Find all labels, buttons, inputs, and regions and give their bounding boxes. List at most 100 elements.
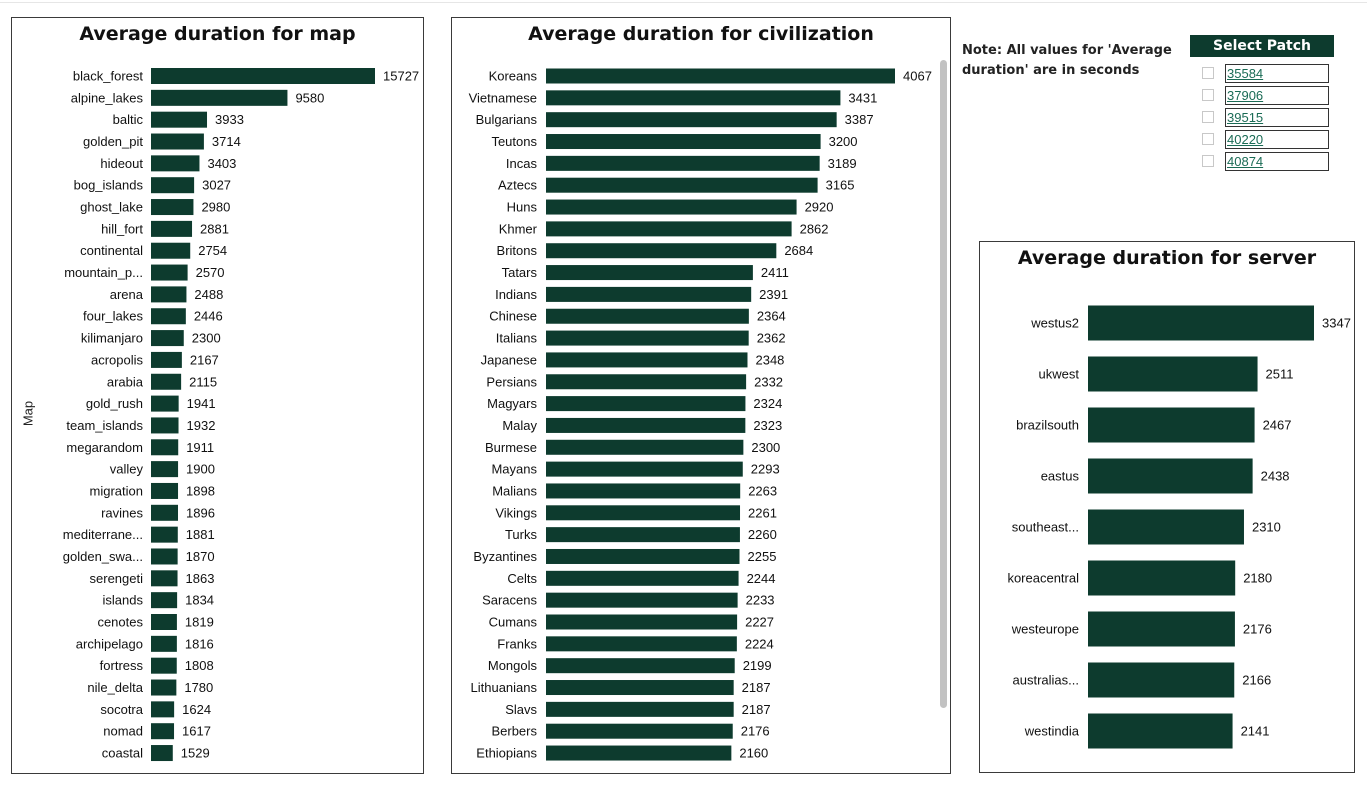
bar[interactable] [546, 723, 733, 739]
bar[interactable] [546, 396, 746, 412]
bar[interactable] [151, 330, 184, 347]
bar[interactable] [546, 658, 735, 674]
bar[interactable] [151, 133, 204, 150]
bar[interactable] [546, 134, 821, 150]
checkbox[interactable] [1202, 155, 1214, 167]
bar[interactable] [151, 723, 175, 740]
bar[interactable] [151, 373, 182, 390]
bar[interactable] [546, 483, 741, 499]
bar[interactable] [151, 177, 195, 194]
bar[interactable] [546, 417, 746, 433]
bar[interactable] [546, 68, 895, 84]
bar[interactable] [151, 111, 208, 128]
bar[interactable] [151, 199, 194, 216]
data-label: 2862 [800, 221, 829, 236]
bar[interactable] [546, 265, 753, 281]
bar[interactable] [151, 526, 178, 543]
bar[interactable] [151, 745, 173, 762]
bar[interactable] [151, 439, 179, 456]
bar[interactable] [546, 221, 792, 237]
bar[interactable] [1088, 662, 1235, 698]
bar[interactable] [151, 308, 186, 325]
checkbox[interactable] [1202, 133, 1214, 145]
bar[interactable] [546, 614, 738, 630]
bar[interactable] [546, 330, 749, 346]
bar[interactable] [1088, 305, 1314, 341]
bar[interactable] [546, 286, 752, 302]
data-label: 1624 [182, 702, 211, 717]
server-chart-panel[interactable]: Average duration for server westus2 3347 u… [979, 241, 1355, 773]
checkbox[interactable] [1202, 89, 1214, 101]
bar[interactable] [1088, 509, 1244, 545]
bar[interactable] [546, 90, 841, 106]
bar[interactable] [546, 112, 837, 128]
slicer-option-label[interactable]: 39515 [1225, 108, 1329, 127]
bar[interactable] [151, 68, 375, 84]
bar[interactable] [1088, 356, 1258, 392]
bar[interactable] [546, 548, 740, 564]
bar[interactable] [546, 199, 797, 215]
civ-scrollbar[interactable] [940, 60, 947, 708]
bar[interactable] [151, 242, 191, 259]
checkbox[interactable] [1202, 67, 1214, 79]
category-label: golden_pit [83, 134, 143, 149]
bar[interactable] [1088, 458, 1253, 494]
bar[interactable] [546, 155, 820, 171]
bar[interactable] [546, 308, 749, 324]
bar[interactable] [151, 679, 177, 696]
bar[interactable] [546, 636, 737, 652]
data-label: 2467 [1263, 418, 1292, 433]
bar[interactable] [151, 657, 177, 674]
bar[interactable] [546, 680, 734, 696]
civ-chart-panel[interactable]: Average duration for civilization Korean… [451, 17, 951, 774]
bar[interactable] [1088, 611, 1235, 647]
bar[interactable] [151, 635, 177, 652]
map-chart-panel[interactable]: Average duration for map Map black_fores… [11, 17, 424, 774]
bar[interactable] [546, 177, 818, 193]
data-label: 1529 [181, 746, 210, 761]
bar[interactable] [151, 395, 179, 412]
bar[interactable] [546, 439, 744, 455]
category-label: Vikings [495, 505, 537, 520]
bar[interactable] [151, 482, 179, 499]
bar[interactable] [151, 220, 193, 237]
category-label: fortress [100, 658, 144, 673]
checkbox[interactable] [1202, 111, 1214, 123]
bar[interactable] [151, 570, 178, 587]
category-label: golden_swa... [63, 549, 143, 564]
bar[interactable] [151, 592, 178, 609]
bar[interactable] [151, 504, 179, 521]
bar[interactable] [546, 701, 734, 717]
bar[interactable] [546, 505, 741, 521]
bar[interactable] [151, 417, 179, 434]
bar[interactable] [151, 548, 178, 565]
bar[interactable] [151, 614, 177, 630]
bar[interactable] [151, 89, 288, 106]
bar[interactable] [151, 701, 175, 718]
bar[interactable] [546, 243, 777, 259]
data-label: 2511 [1266, 367, 1294, 382]
civ-chart-title: Average duration for civilization [528, 23, 874, 45]
data-label: 2176 [741, 724, 770, 739]
bar[interactable] [546, 745, 732, 761]
bar[interactable] [546, 461, 743, 477]
bar[interactable] [546, 352, 748, 368]
bar[interactable] [151, 264, 188, 281]
slicer-option-label[interactable]: 35584 [1225, 64, 1329, 83]
bar[interactable] [1088, 713, 1233, 749]
slicer-option-label[interactable]: 40874 [1225, 152, 1329, 171]
bar[interactable] [546, 527, 740, 543]
bar[interactable] [151, 461, 179, 478]
bar[interactable] [1088, 407, 1255, 443]
bar[interactable] [546, 592, 738, 608]
bar[interactable] [151, 351, 182, 368]
bar[interactable] [546, 374, 747, 390]
slicer-option-label[interactable]: 40220 [1225, 130, 1329, 149]
bar[interactable] [546, 570, 739, 586]
map-chart-title: Average duration for map [79, 23, 356, 45]
bar[interactable] [151, 286, 187, 303]
bar[interactable] [151, 155, 200, 172]
bar[interactable] [1088, 560, 1236, 596]
slicer-option-label[interactable]: 37906 [1225, 86, 1329, 105]
data-label: 9580 [295, 90, 324, 105]
